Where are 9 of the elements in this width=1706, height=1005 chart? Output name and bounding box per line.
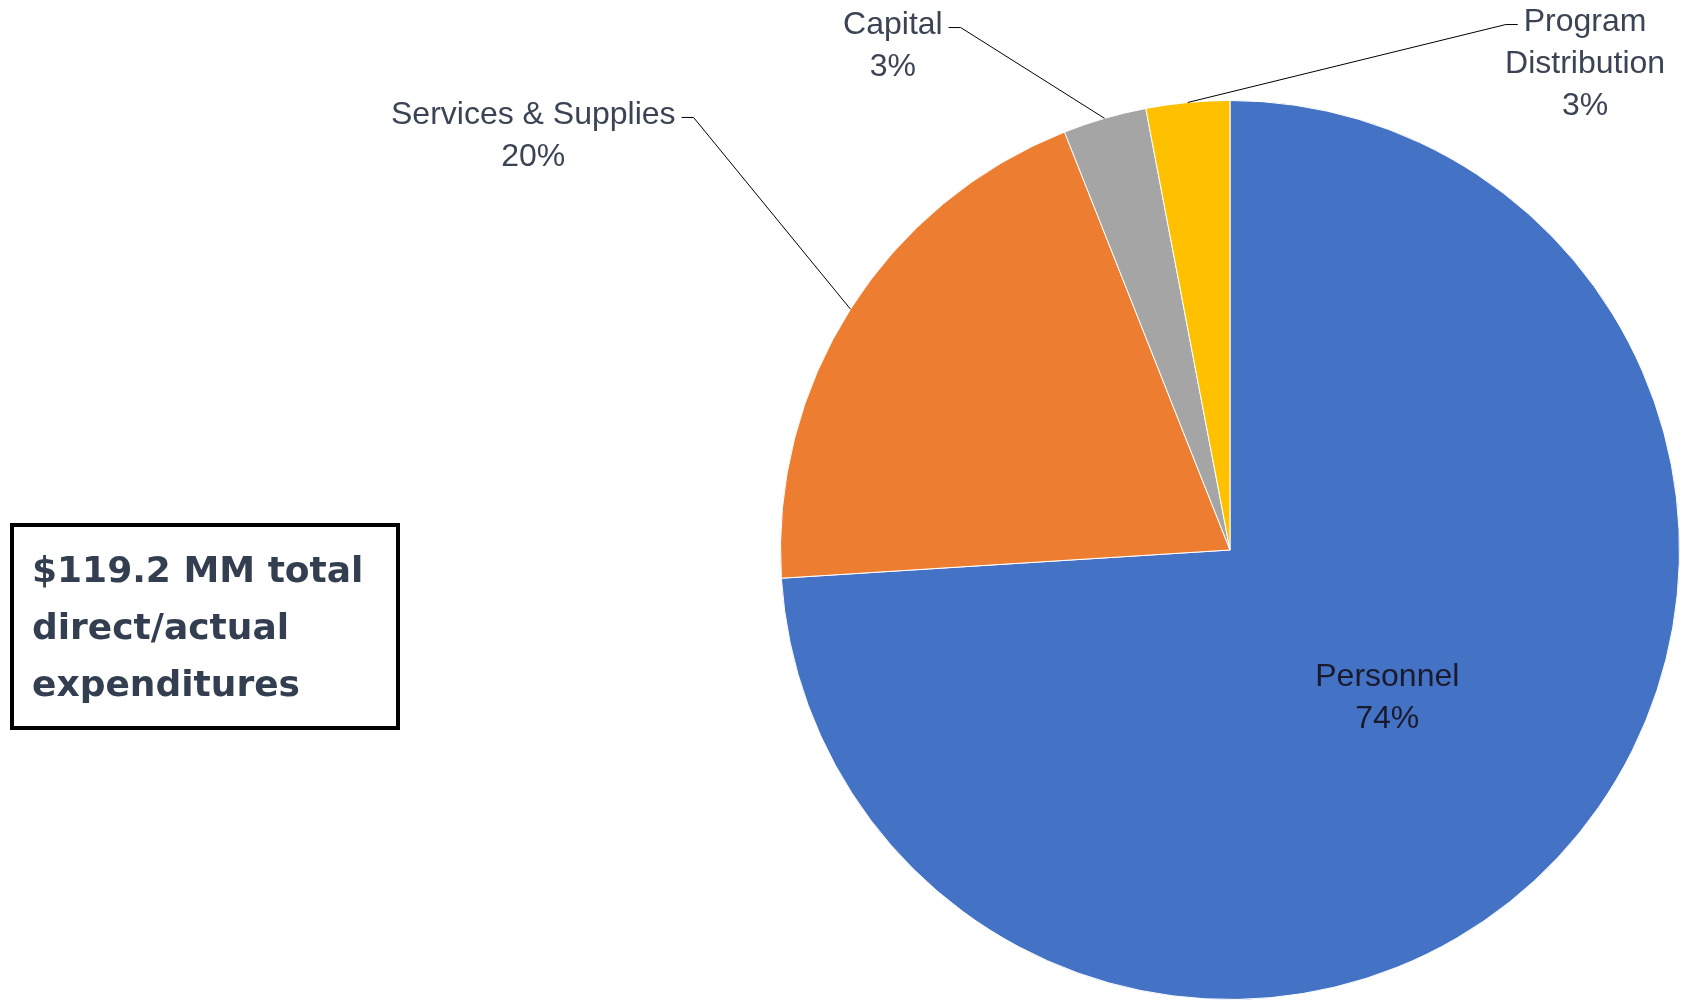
text: $119.2 MM total direct/actual expenditures [10, 523, 400, 730]
slice-label: Personnel [1315, 656, 1460, 693]
slice-label: Services & Supplies [390, 95, 676, 132]
data-label: 3% [869, 47, 916, 84]
slice-label: Program Distribution [1505, 2, 1666, 81]
data-label: 3% [1561, 86, 1609, 123]
data-label: 20% [501, 137, 566, 174]
data-label: 74% [1355, 698, 1420, 735]
slice-label: Capital [843, 5, 943, 42]
